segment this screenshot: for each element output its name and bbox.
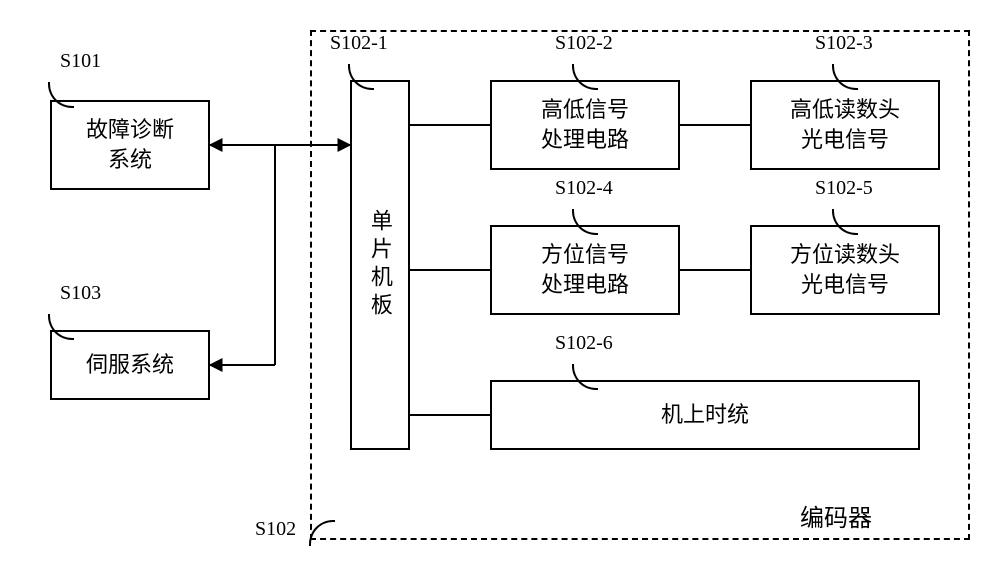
high-low-signal-proc-text: 高低信号处理电路 (541, 95, 629, 154)
callout-s102-5 (828, 205, 862, 239)
label-s102-3: S102-3 (815, 32, 873, 55)
onboard-clock-box: 机上时统 (490, 380, 920, 450)
fault-diagnosis-box: 故障诊断系统 (50, 100, 210, 190)
label-s101: S101 (60, 50, 101, 73)
callout-s101 (44, 78, 78, 112)
encoder-label: 编码器 (800, 498, 872, 533)
callout-s102-6 (568, 360, 602, 394)
mcu-board-box: 单片机板 (350, 80, 410, 450)
mcu-board-text: 单片机板 (365, 209, 395, 321)
label-s102: S102 (255, 518, 296, 541)
azimuth-signal-proc-text: 方位信号处理电路 (541, 240, 629, 299)
label-s103: S103 (60, 282, 101, 305)
servo-system-text: 伺服系统 (86, 350, 174, 380)
callout-s102 (305, 516, 339, 550)
high-low-reader-text: 高低读数头光电信号 (790, 95, 900, 154)
label-s102-1: S102-1 (330, 32, 388, 55)
fault-diagnosis-text: 故障诊断系统 (86, 115, 174, 174)
label-s102-2: S102-2 (555, 32, 613, 55)
callout-s102-2 (568, 60, 602, 94)
azimuth-reader-text: 方位读数头光电信号 (790, 240, 900, 299)
label-s102-4: S102-4 (555, 177, 613, 200)
label-s102-5: S102-5 (815, 177, 873, 200)
onboard-clock-text: 机上时统 (661, 400, 749, 430)
callout-s103 (44, 310, 78, 344)
callout-s102-3 (828, 60, 862, 94)
callout-s102-1 (344, 60, 378, 94)
label-s102-6: S102-6 (555, 332, 613, 355)
callout-s102-4 (568, 205, 602, 239)
